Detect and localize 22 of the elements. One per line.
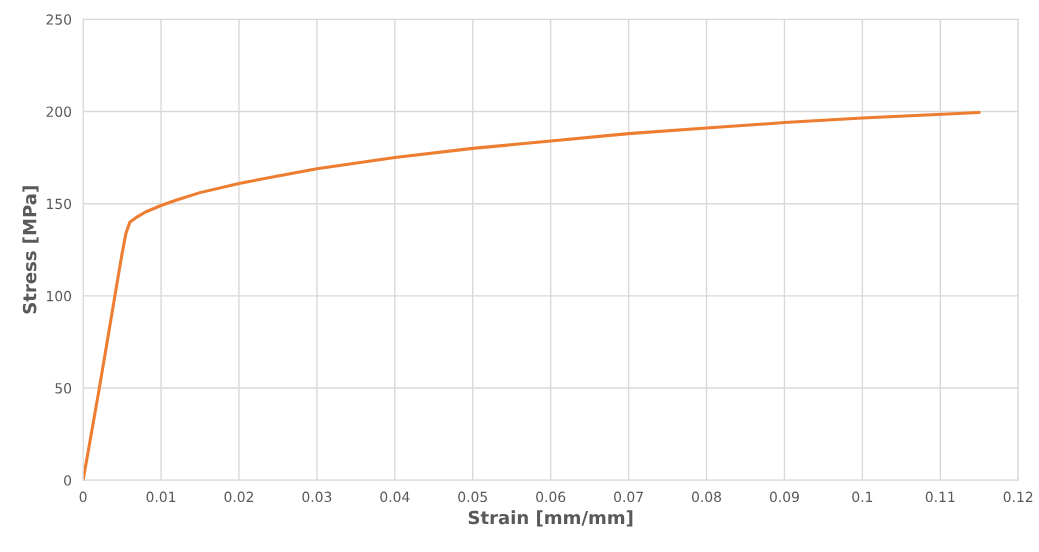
x-tick-label: 0.05	[458, 491, 487, 503]
y-tick-label: 150	[47, 198, 72, 210]
y-axis-title: Stress [MPa]	[22, 186, 39, 314]
x-tick-label: 0.1	[852, 491, 873, 503]
x-tick-label: 0.09	[769, 491, 799, 503]
x-tick-label: 0.03	[302, 491, 332, 503]
y-tick-label: 50	[55, 383, 72, 394]
x-tick-label: 0.07	[614, 491, 643, 503]
y-tick-label: 200	[46, 106, 72, 117]
y-tick-label: 250	[46, 14, 72, 25]
x-tick-label: 0	[79, 491, 87, 503]
y-tick-label: 100	[47, 290, 72, 302]
x-tick-label: 0.08	[691, 491, 722, 503]
y-tick-label: 0	[64, 475, 72, 486]
x-tick-label: 0.06	[536, 491, 566, 503]
x-tick-label: 0.12	[1003, 491, 1033, 503]
x-axis-title: Strain [mm/mm]	[468, 510, 633, 527]
x-tick-label: 0.01	[146, 491, 176, 503]
x-tick-label: 0.04	[380, 491, 410, 503]
x-tick-label: 0.11	[925, 491, 955, 503]
x-tick-label: 0.02	[224, 491, 254, 503]
line-series	[83, 110, 981, 481]
